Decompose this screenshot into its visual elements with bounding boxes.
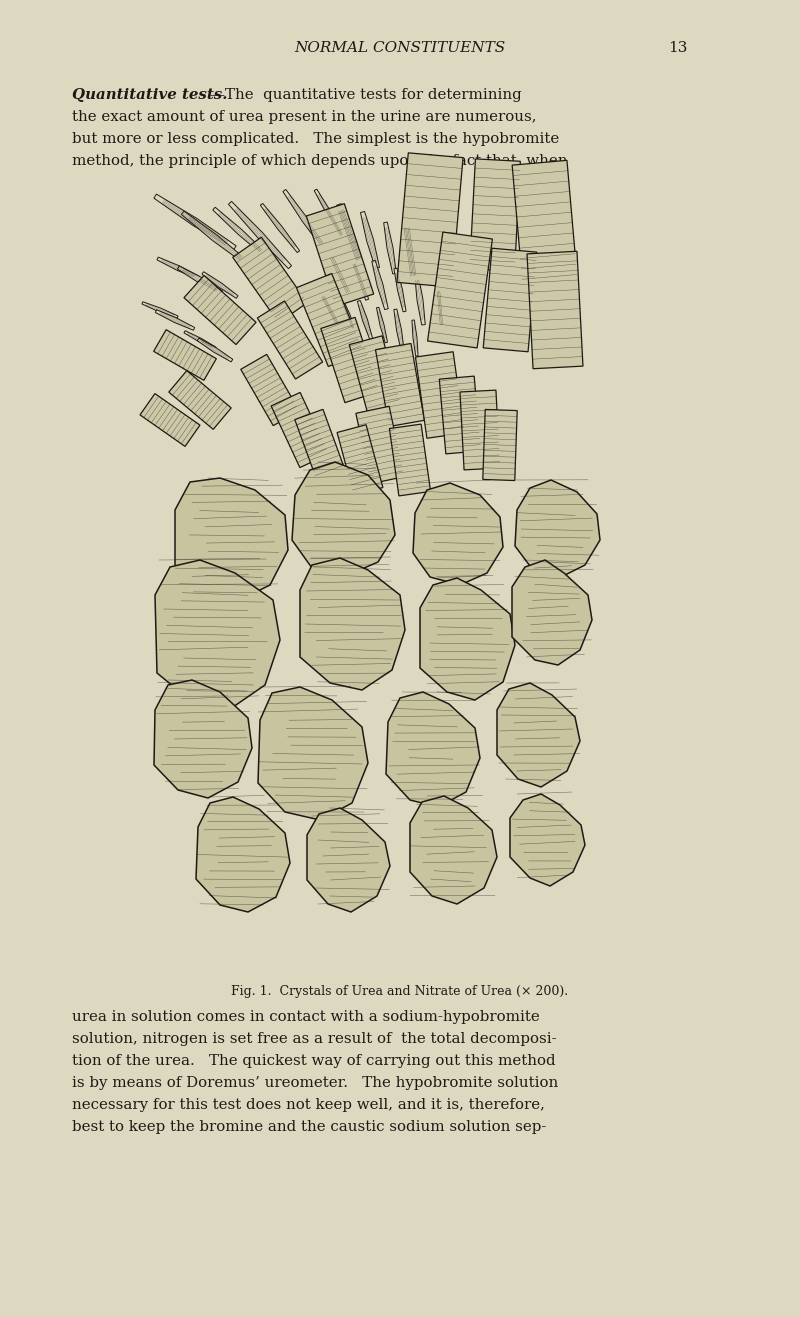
Polygon shape [337, 424, 383, 495]
Polygon shape [229, 202, 291, 269]
Polygon shape [394, 309, 404, 350]
Polygon shape [512, 560, 592, 665]
Polygon shape [155, 309, 194, 331]
Polygon shape [307, 809, 390, 911]
Text: NORMAL CONSTITUENTS: NORMAL CONSTITUENTS [294, 41, 506, 55]
Polygon shape [460, 390, 500, 470]
Text: —The  quantitative tests for determining: —The quantitative tests for determining [210, 88, 522, 101]
Polygon shape [184, 275, 256, 345]
Polygon shape [375, 344, 425, 427]
Text: best to keep the bromine and the caustic sodium solution sep-: best to keep the bromine and the caustic… [72, 1119, 546, 1134]
Text: the exact amount of urea present in the urine are numerous,: the exact amount of urea present in the … [72, 111, 537, 124]
Polygon shape [169, 370, 231, 429]
Polygon shape [386, 691, 480, 807]
Polygon shape [358, 300, 373, 340]
Polygon shape [300, 558, 405, 690]
Polygon shape [258, 687, 368, 820]
Polygon shape [413, 483, 503, 585]
Polygon shape [412, 320, 418, 356]
Polygon shape [483, 248, 537, 352]
Polygon shape [271, 392, 329, 468]
Polygon shape [350, 336, 401, 414]
Polygon shape [260, 203, 300, 253]
Polygon shape [527, 252, 583, 369]
Polygon shape [377, 307, 387, 342]
Polygon shape [497, 684, 580, 788]
Polygon shape [297, 274, 363, 366]
Polygon shape [414, 275, 426, 325]
Polygon shape [154, 329, 216, 381]
Polygon shape [213, 207, 267, 257]
Polygon shape [410, 795, 497, 903]
Polygon shape [515, 479, 600, 578]
Text: but more or less complicated.   The simplest is the hypobromite: but more or less complicated. The simple… [72, 132, 559, 146]
Polygon shape [178, 266, 222, 294]
Text: is by means of Doremus’ ureometer.   The hypobromite solution: is by means of Doremus’ ureometer. The h… [72, 1076, 558, 1090]
Polygon shape [283, 190, 327, 250]
Polygon shape [356, 406, 404, 483]
Text: solution, nitrogen is set free as a result of  the total decomposi-: solution, nitrogen is set free as a resu… [72, 1033, 557, 1046]
Polygon shape [233, 237, 307, 323]
Text: necessary for this test does not keep well, and it is, therefore,: necessary for this test does not keep we… [72, 1098, 545, 1112]
Polygon shape [292, 462, 395, 576]
Text: method, the principle of which depends upon the fact that, when: method, the principle of which depends u… [72, 154, 567, 169]
Text: 13: 13 [668, 41, 687, 55]
Polygon shape [184, 331, 216, 349]
Polygon shape [294, 410, 346, 481]
Polygon shape [394, 269, 406, 312]
Polygon shape [154, 680, 252, 798]
Polygon shape [403, 223, 417, 282]
Polygon shape [175, 478, 288, 601]
Polygon shape [439, 377, 481, 454]
Polygon shape [427, 232, 493, 348]
Polygon shape [241, 354, 299, 425]
Polygon shape [420, 578, 515, 701]
Polygon shape [415, 352, 465, 439]
Polygon shape [314, 190, 346, 241]
Polygon shape [142, 302, 178, 319]
Polygon shape [510, 794, 585, 886]
Polygon shape [320, 292, 340, 328]
Polygon shape [182, 211, 249, 265]
Polygon shape [306, 204, 374, 307]
Polygon shape [196, 797, 290, 911]
Polygon shape [337, 204, 363, 266]
Polygon shape [390, 424, 430, 497]
Text: Fig. 1.  Crystals of Urea and Nitrate of Urea (× 200).: Fig. 1. Crystals of Urea and Nitrate of … [231, 985, 569, 998]
Polygon shape [154, 194, 236, 250]
Polygon shape [397, 153, 463, 287]
Polygon shape [202, 271, 238, 298]
Polygon shape [470, 159, 520, 271]
Polygon shape [361, 212, 379, 269]
Polygon shape [384, 223, 396, 274]
Polygon shape [437, 287, 443, 329]
Polygon shape [512, 161, 578, 290]
Polygon shape [198, 338, 233, 362]
Text: tion of the urea.   The quickest way of carrying out this method: tion of the urea. The quickest way of ca… [72, 1054, 556, 1068]
Polygon shape [157, 257, 199, 279]
Polygon shape [155, 560, 280, 707]
Polygon shape [258, 302, 322, 379]
Text: Quantitative tests.: Quantitative tests. [72, 88, 227, 101]
Polygon shape [482, 410, 518, 481]
Polygon shape [321, 317, 379, 403]
Polygon shape [340, 299, 356, 332]
Polygon shape [351, 259, 369, 300]
Polygon shape [140, 394, 200, 446]
Polygon shape [328, 253, 352, 298]
Polygon shape [372, 261, 388, 309]
Text: urea in solution comes in contact with a sodium-hypobromite: urea in solution comes in contact with a… [72, 1010, 540, 1025]
